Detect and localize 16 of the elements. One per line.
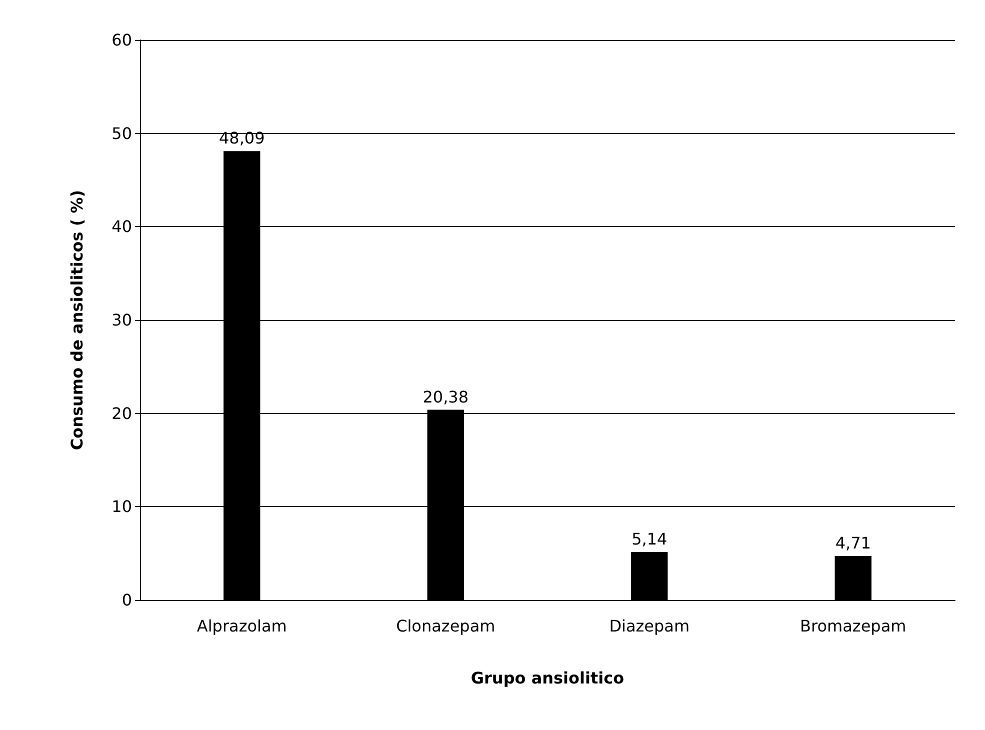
x-tick-label: Alprazolam xyxy=(196,616,287,636)
y-tick-label: 10 xyxy=(112,497,132,516)
data-label: 5,14 xyxy=(632,530,668,549)
y-tick-label: 40 xyxy=(112,217,132,236)
y-tick-label: 20 xyxy=(112,404,132,423)
y-tick-label: 30 xyxy=(112,310,132,330)
data-label: 4,71 xyxy=(835,534,871,553)
x-tick-label: Clonazepam xyxy=(396,616,496,636)
y-tick-label: 60 xyxy=(112,30,132,50)
x-tick-label: Bromazepam xyxy=(800,616,906,636)
x-tick-label: Diazepam xyxy=(609,616,690,636)
y-tick-label: 0 xyxy=(122,590,132,610)
data-label: 20,38 xyxy=(422,387,469,406)
y-tick-label: 50 xyxy=(112,124,132,143)
x-axis-title: Grupo ansiolitico xyxy=(470,668,624,688)
y-axis-title: Consumo de ansioliticos ( %) xyxy=(68,190,86,450)
